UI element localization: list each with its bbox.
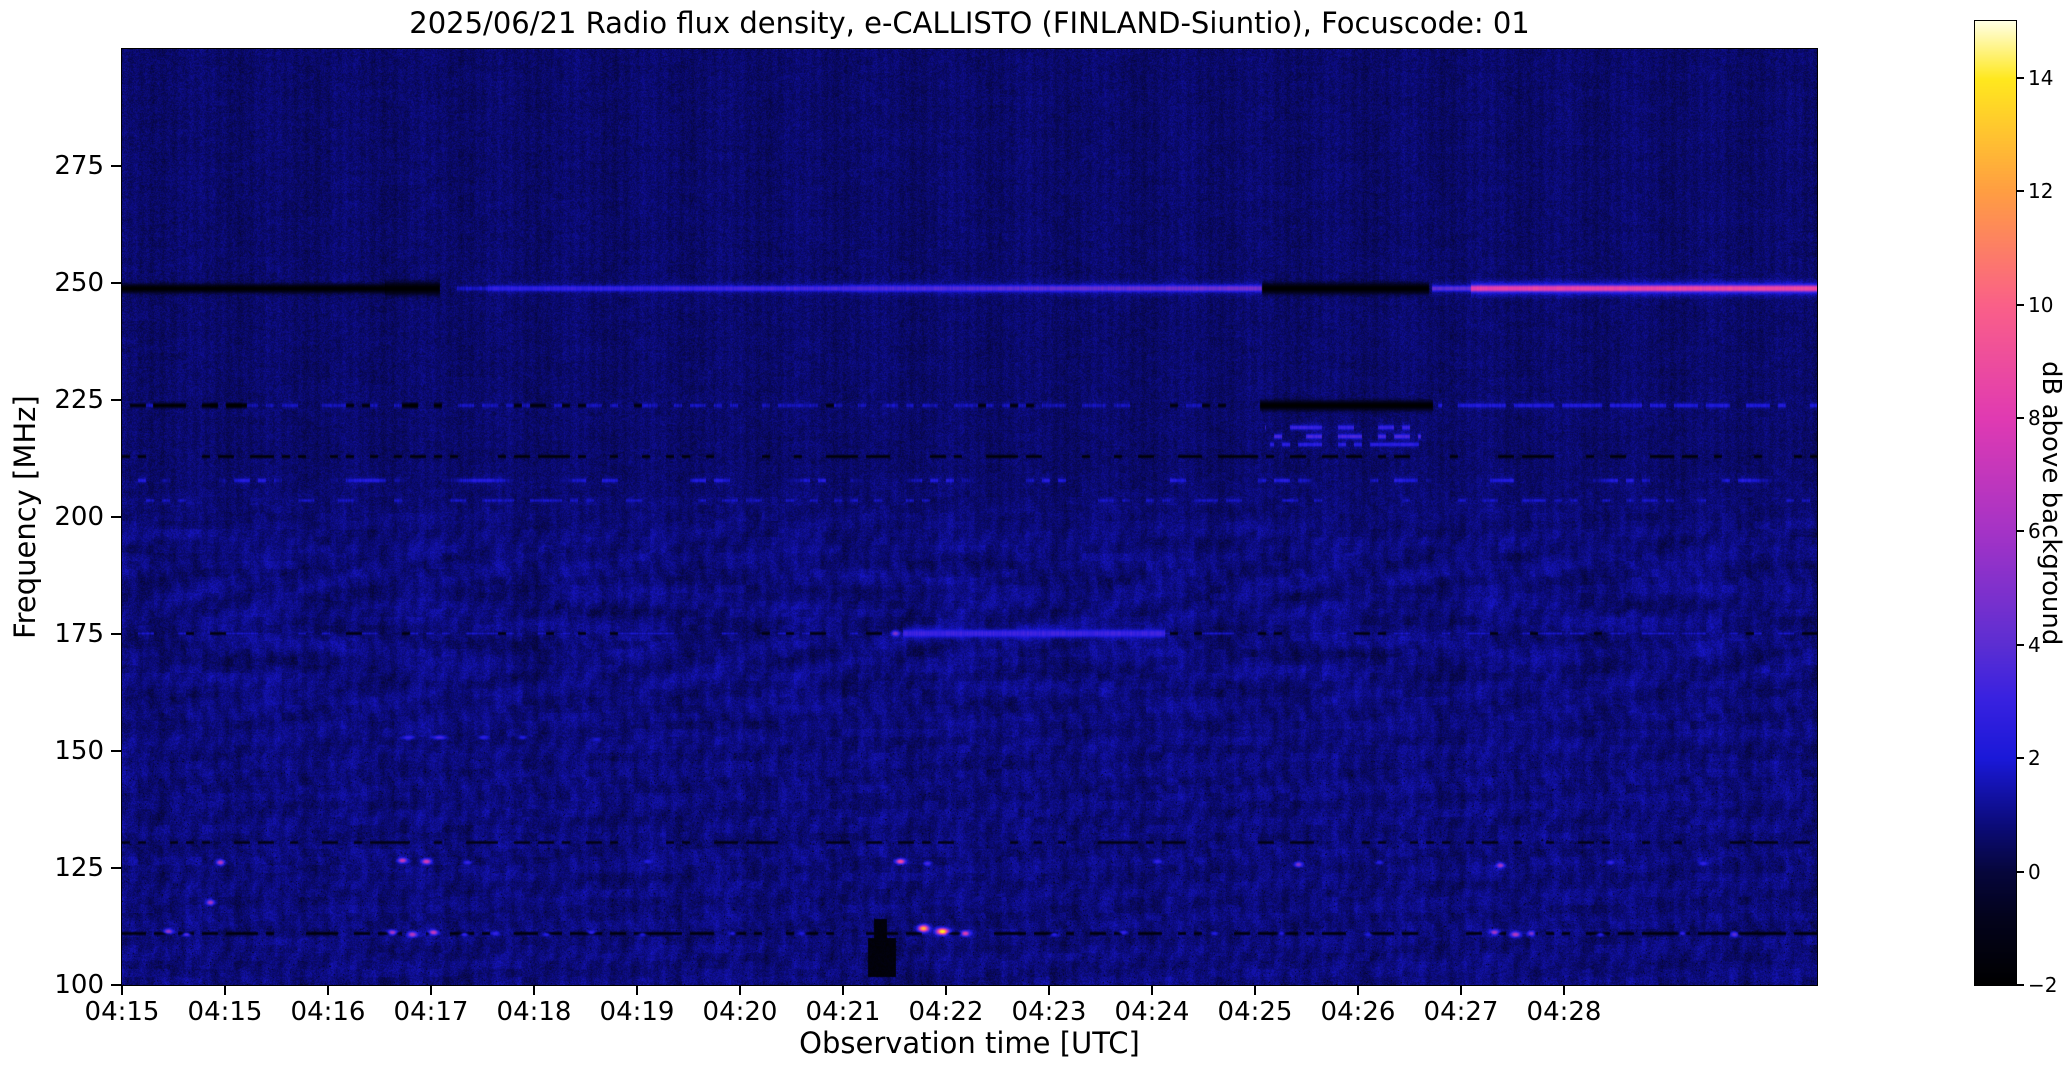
x-tick-label: 04:22 bbox=[908, 997, 984, 1027]
y-tick-mark bbox=[111, 516, 121, 518]
y-tick-label: 100 bbox=[54, 970, 104, 1000]
y-axis-label: Frequency [MHz] bbox=[8, 395, 42, 639]
y-tick-label: 125 bbox=[54, 853, 104, 883]
colorbar-tick-mark bbox=[2016, 303, 2024, 306]
colorbar-tick-mark bbox=[2016, 984, 2024, 986]
x-tick-label: 04:17 bbox=[393, 997, 469, 1027]
x-tick-label: 04:15 bbox=[84, 997, 160, 1027]
y-tick-mark bbox=[111, 984, 121, 986]
colorbar-tick-mark bbox=[2016, 643, 2024, 646]
x-tick-label: 04:16 bbox=[290, 997, 366, 1027]
y-tick-mark bbox=[111, 867, 121, 869]
x-tick-mark bbox=[1048, 985, 1050, 995]
x-tick-mark bbox=[430, 985, 432, 995]
y-tick-label: 200 bbox=[54, 502, 104, 532]
x-tick-label: 04:21 bbox=[805, 997, 881, 1027]
spectrogram-canvas bbox=[122, 49, 1817, 985]
colorbar-tick-label: 4 bbox=[2028, 632, 2041, 657]
colorbar-tick-label: 10 bbox=[2028, 292, 2054, 317]
x-tick-label: 04:18 bbox=[496, 997, 572, 1027]
colorbar-tick-label: 8 bbox=[2028, 405, 2041, 430]
y-tick-label: 150 bbox=[54, 736, 104, 766]
colorbar-tick-label: 14 bbox=[2028, 65, 2054, 90]
x-tick-label: 04:23 bbox=[1011, 997, 1087, 1027]
x-tick-mark bbox=[1563, 985, 1565, 995]
x-tick-label: 04:19 bbox=[599, 997, 675, 1027]
colorbar-tick-label: 2 bbox=[2028, 746, 2041, 771]
colorbar-tick-label: 6 bbox=[2028, 519, 2041, 544]
x-tick-label: 04:15 bbox=[187, 997, 263, 1027]
colorbar-label: dB above background bbox=[2036, 360, 2066, 646]
y-tick-label: 275 bbox=[54, 151, 104, 181]
colorbar-tick-mark bbox=[2016, 757, 2024, 760]
y-tick-mark bbox=[111, 750, 121, 752]
y-tick-label: 250 bbox=[54, 268, 104, 298]
x-tick-mark bbox=[945, 985, 947, 995]
x-tick-mark bbox=[739, 985, 741, 995]
x-tick-mark bbox=[842, 985, 844, 995]
x-axis-label: Observation time [UTC] bbox=[799, 1026, 1140, 1060]
colorbar-tick-label: 12 bbox=[2028, 179, 2054, 204]
x-tick-mark bbox=[533, 985, 535, 995]
x-tick-mark bbox=[327, 985, 329, 995]
colorbar-canvas bbox=[1975, 21, 2016, 985]
x-tick-label: 04:24 bbox=[1114, 997, 1190, 1027]
x-tick-label: 04:25 bbox=[1217, 997, 1293, 1027]
colorbar-tick-mark bbox=[2016, 870, 2024, 873]
x-tick-mark bbox=[1357, 985, 1359, 995]
x-tick-mark bbox=[1151, 985, 1153, 995]
y-tick-label: 225 bbox=[54, 385, 104, 415]
y-tick-mark bbox=[111, 633, 121, 635]
x-tick-label: 04:20 bbox=[702, 997, 778, 1027]
spectrogram-plot-area bbox=[122, 49, 1817, 985]
chart-title: 2025/06/21 Radio flux density, e-CALLIST… bbox=[409, 6, 1530, 40]
x-tick-mark bbox=[121, 985, 123, 995]
colorbar-tick-label: 0 bbox=[2028, 859, 2041, 884]
colorbar-tick-label: −2 bbox=[2028, 973, 2058, 997]
x-tick-mark bbox=[636, 985, 638, 995]
x-tick-label: 04:28 bbox=[1526, 997, 1602, 1027]
x-tick-label: 04:27 bbox=[1423, 997, 1499, 1027]
y-tick-mark bbox=[111, 165, 121, 167]
x-tick-mark bbox=[1460, 985, 1462, 995]
y-tick-label: 175 bbox=[54, 619, 104, 649]
x-tick-mark bbox=[224, 985, 226, 995]
colorbar-tick-mark bbox=[2016, 416, 2024, 419]
y-tick-mark bbox=[111, 399, 121, 401]
x-tick-mark bbox=[1254, 985, 1256, 995]
x-tick-label: 04:26 bbox=[1320, 997, 1396, 1027]
colorbar-tick-mark bbox=[2016, 530, 2024, 533]
y-tick-mark bbox=[111, 282, 121, 284]
colorbar-tick-mark bbox=[2016, 190, 2024, 193]
colorbar-tick-mark bbox=[2016, 76, 2024, 79]
